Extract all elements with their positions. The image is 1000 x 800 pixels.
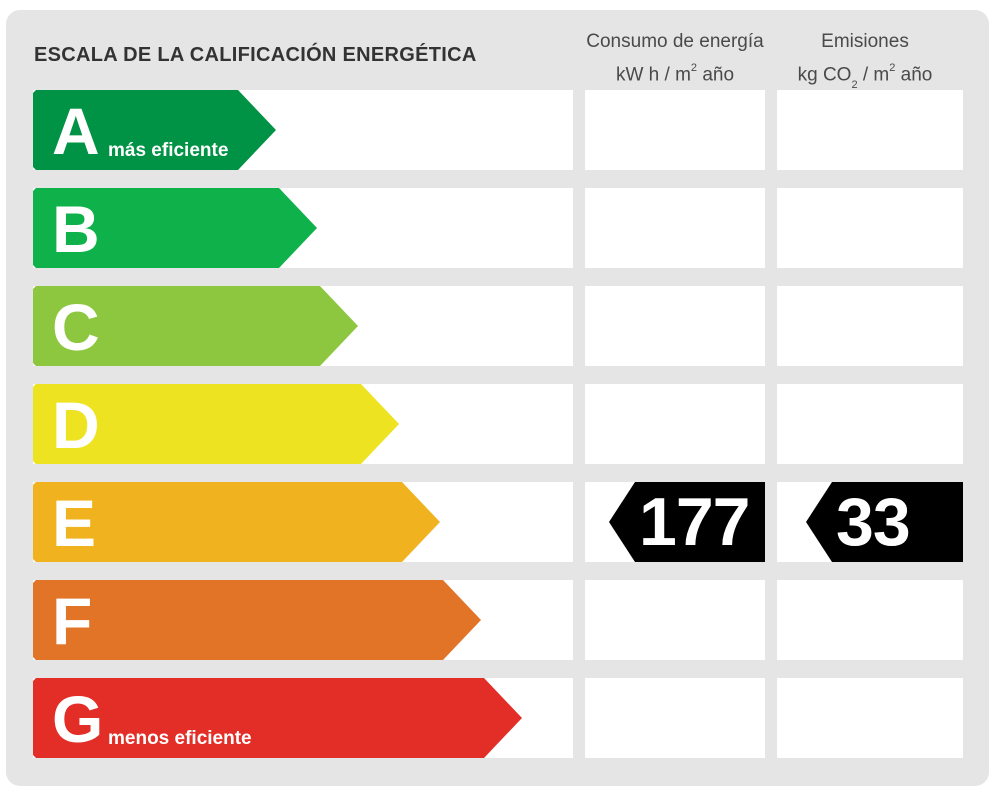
emis-cell	[777, 580, 963, 660]
consumo-unit-suffix: año	[697, 64, 735, 86]
rating-row-d: D	[0, 384, 1000, 464]
rating-letter: A	[52, 94, 100, 168]
rating-row-c: C	[0, 286, 1000, 366]
emis-cell	[777, 188, 963, 268]
rating-letter: G	[52, 682, 104, 756]
emisiones-unit-sup: 2	[889, 62, 896, 74]
emis-cell	[777, 90, 963, 170]
consumo-unit-text: kW h / m	[615, 64, 691, 86]
consumo-value-text: 177	[639, 484, 750, 560]
rating-arrow-g	[33, 678, 522, 758]
rating-arrow-e	[33, 482, 440, 562]
cons-cell	[585, 678, 765, 758]
cons-cell	[585, 90, 765, 170]
consumo-header-unit: kW h / m2 año	[575, 56, 775, 89]
cons-cell	[585, 188, 765, 268]
rating-arrow-f	[33, 580, 481, 660]
consumo-header-label: Consumo de energía	[586, 31, 764, 52]
rating-letter: E	[52, 486, 97, 560]
rating-letter: D	[52, 388, 100, 462]
cons-cell	[585, 580, 765, 660]
consumo-column-header: Consumo de energía kW h / m2 año	[575, 27, 775, 89]
emisiones-unit-mid: / m	[857, 64, 890, 86]
emisiones-unit-sub: 2	[851, 79, 858, 92]
rating-arrow-c	[33, 286, 358, 366]
consumo-unit-sup: 2	[690, 62, 698, 74]
emisiones-value-text: 33	[836, 484, 911, 560]
consumo-value-marker: 177	[609, 482, 765, 562]
rating-row-f: F	[0, 580, 1000, 660]
emisiones-column-header: Emisiones kg CO2 / m2 año	[770, 27, 960, 97]
rating-letter: C	[52, 290, 100, 364]
rating-arrow-a	[33, 90, 276, 170]
emis-cell	[777, 384, 963, 464]
cons-cell	[585, 384, 765, 464]
rating-sublabel: menos eficiente	[108, 728, 252, 749]
emisiones-unit-text: kg CO	[797, 64, 852, 86]
rating-row-b: B	[0, 188, 1000, 268]
rating-arrow-b	[33, 188, 317, 268]
emis-cell	[777, 678, 963, 758]
rating-letter: B	[52, 192, 100, 266]
emisiones-unit-suffix: año	[895, 64, 933, 86]
emisiones-header-label: Emisiones	[821, 31, 909, 52]
emisiones-header-unit: kg CO2 / m2 año	[770, 56, 960, 97]
rating-arrow-d	[33, 384, 399, 464]
emisiones-value-marker: 33	[806, 482, 963, 562]
page-title: ESCALA DE LA CALIFICACIÓN ENERGÉTICA	[34, 44, 477, 66]
rating-row-e: E 177 33	[0, 482, 1000, 562]
emis-cell	[777, 286, 963, 366]
cons-cell	[585, 286, 765, 366]
rating-letter: F	[52, 584, 93, 658]
rating-sublabel: más eficiente	[108, 140, 229, 161]
